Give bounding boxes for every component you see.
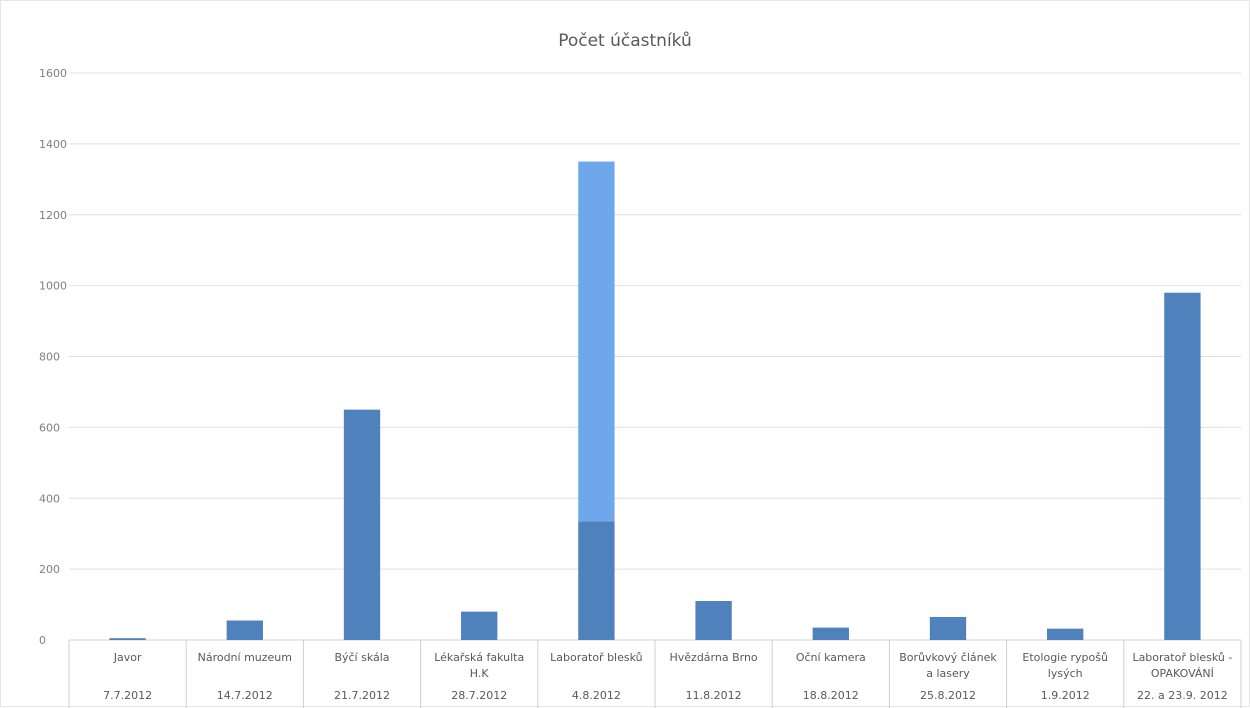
bar	[461, 611, 498, 640]
x-date-label: 7.7.2012	[103, 689, 152, 702]
x-date-label: 25.8.2012	[920, 689, 976, 702]
chart-title: Počet účastníků	[558, 31, 692, 51]
x-category-label: a lasery	[926, 667, 970, 680]
x-date-label: 18.8.2012	[803, 689, 859, 702]
y-tick-label: 1400	[39, 138, 67, 151]
bar	[578, 161, 615, 522]
bar	[226, 620, 263, 640]
x-category-label: Oční kamera	[796, 651, 866, 664]
bar	[812, 627, 849, 640]
bar	[929, 616, 967, 640]
x-date-label: 28.7.2012	[451, 689, 507, 702]
y-tick-label: 1600	[39, 67, 67, 80]
y-tick-label: 600	[39, 421, 60, 434]
x-category-label: Javor	[113, 651, 142, 664]
x-category-label: Hvězdárna Brno	[670, 651, 758, 664]
y-tick-label: 800	[39, 351, 60, 364]
x-date-label: 11.8.2012	[686, 689, 742, 702]
bar	[1047, 628, 1084, 640]
x-category-label: Borůvkový článek	[899, 651, 997, 664]
x-date-label: 22. a 23.9. 2012	[1137, 689, 1228, 702]
y-tick-label: 0	[39, 634, 46, 647]
bar	[1164, 292, 1201, 640]
x-category-label: Laboratoř blesků -	[1132, 651, 1232, 664]
y-tick-label: 1000	[39, 280, 67, 293]
bar	[109, 638, 146, 640]
x-date-label: 1.9.2012	[1041, 689, 1090, 702]
bar	[343, 409, 381, 640]
x-category-label: Etologie rypošů	[1022, 651, 1108, 664]
x-category-label: OPAKOVÁNÍ	[1151, 667, 1214, 680]
x-category-label: Laboratoř blesků	[550, 651, 642, 664]
x-date-label: 14.7.2012	[217, 689, 273, 702]
y-tick-label: 1200	[39, 209, 67, 222]
y-tick-label: 200	[39, 563, 60, 576]
x-category-label: lysých	[1048, 667, 1083, 680]
y-tick-label: 400	[39, 492, 60, 505]
x-category-label: H.K	[470, 667, 490, 680]
x-category-label: Býčí skála	[334, 651, 389, 664]
bar	[695, 601, 732, 640]
x-date-label: 21.7.2012	[334, 689, 390, 702]
x-date-label: 4.8.2012	[572, 689, 621, 702]
x-category-label: Lékařská fakulta	[434, 651, 524, 664]
x-category-label: Národní muzeum	[198, 651, 292, 664]
bar	[578, 521, 615, 640]
